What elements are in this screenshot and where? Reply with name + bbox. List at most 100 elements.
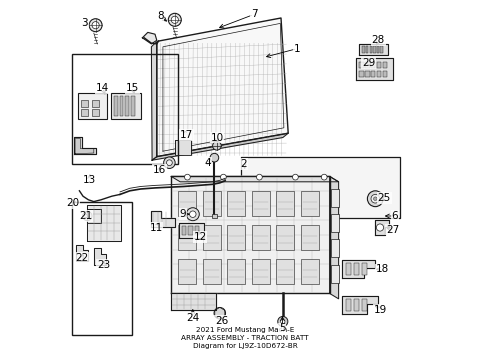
Polygon shape (74, 137, 96, 154)
Bar (380, 46, 383, 53)
Text: 21: 21 (79, 211, 93, 221)
Bar (203, 259, 221, 284)
Circle shape (278, 316, 288, 327)
Circle shape (281, 319, 285, 324)
Bar (72, 54, 178, 164)
Polygon shape (330, 176, 339, 299)
Bar (212, 214, 217, 218)
Bar (371, 71, 375, 77)
Bar (81, 109, 88, 116)
Bar (252, 259, 270, 284)
Polygon shape (342, 260, 374, 278)
Circle shape (185, 174, 190, 180)
Text: 23: 23 (97, 260, 110, 270)
Bar (360, 62, 364, 68)
Text: 12: 12 (194, 232, 207, 242)
Polygon shape (151, 211, 175, 227)
Bar (331, 214, 339, 232)
Bar (346, 299, 351, 311)
Bar (92, 100, 99, 107)
Text: 28: 28 (371, 35, 385, 45)
Circle shape (186, 208, 199, 221)
Bar (354, 263, 359, 275)
Bar (120, 96, 123, 116)
Bar (72, 202, 132, 335)
Text: 29: 29 (362, 58, 375, 68)
Circle shape (164, 157, 175, 168)
Bar (301, 191, 319, 216)
Circle shape (214, 307, 225, 319)
Text: 10: 10 (210, 132, 223, 143)
Text: 13: 13 (83, 175, 96, 185)
Bar (362, 299, 367, 311)
Polygon shape (171, 176, 330, 293)
Bar (365, 62, 369, 68)
Bar (383, 62, 387, 68)
Bar (178, 191, 196, 216)
Bar (227, 259, 245, 284)
Polygon shape (171, 293, 216, 310)
Text: 1: 1 (294, 44, 300, 54)
Circle shape (376, 224, 384, 231)
Circle shape (371, 194, 380, 203)
Circle shape (190, 211, 196, 217)
Bar (182, 226, 186, 235)
Text: 17: 17 (180, 130, 193, 140)
Bar (331, 265, 339, 283)
Circle shape (167, 160, 172, 166)
Circle shape (169, 13, 181, 26)
Bar (175, 140, 191, 155)
Bar (383, 71, 387, 77)
Bar (276, 259, 294, 284)
Bar (114, 96, 118, 116)
Circle shape (171, 16, 178, 23)
Bar (373, 46, 376, 53)
Bar (252, 191, 270, 216)
Bar (276, 225, 294, 250)
Text: 11: 11 (149, 222, 163, 233)
Bar (111, 93, 141, 119)
Bar (366, 46, 368, 53)
Text: 26: 26 (215, 316, 228, 326)
Polygon shape (87, 209, 101, 223)
Circle shape (83, 211, 92, 221)
Text: 8: 8 (157, 11, 164, 21)
Text: 9: 9 (180, 209, 186, 219)
Bar (203, 191, 221, 216)
Bar (377, 71, 381, 77)
Text: 3: 3 (81, 18, 88, 28)
Bar (178, 259, 196, 284)
Bar (195, 226, 199, 235)
Bar (301, 259, 319, 284)
Bar (227, 191, 245, 216)
Polygon shape (242, 157, 400, 218)
Bar (77, 93, 107, 119)
Polygon shape (76, 245, 88, 261)
Bar (365, 71, 369, 77)
Bar (203, 225, 221, 250)
Bar (92, 109, 99, 116)
Text: 16: 16 (153, 165, 166, 175)
Circle shape (368, 191, 383, 207)
Polygon shape (75, 139, 94, 154)
Bar (252, 225, 270, 250)
Polygon shape (342, 296, 378, 314)
Bar (301, 225, 319, 250)
Text: 7: 7 (251, 9, 257, 19)
Text: 18: 18 (376, 264, 389, 274)
Bar (362, 263, 367, 275)
Polygon shape (94, 248, 106, 265)
Circle shape (293, 174, 298, 180)
Bar (377, 46, 379, 53)
Circle shape (210, 153, 219, 162)
Polygon shape (171, 176, 339, 182)
Bar (377, 62, 381, 68)
Bar (189, 226, 193, 235)
Bar (331, 189, 339, 207)
Polygon shape (151, 41, 157, 160)
Bar (81, 100, 88, 107)
Polygon shape (152, 133, 288, 160)
Text: 6: 6 (392, 211, 398, 221)
Bar (346, 263, 351, 275)
Circle shape (257, 174, 262, 180)
